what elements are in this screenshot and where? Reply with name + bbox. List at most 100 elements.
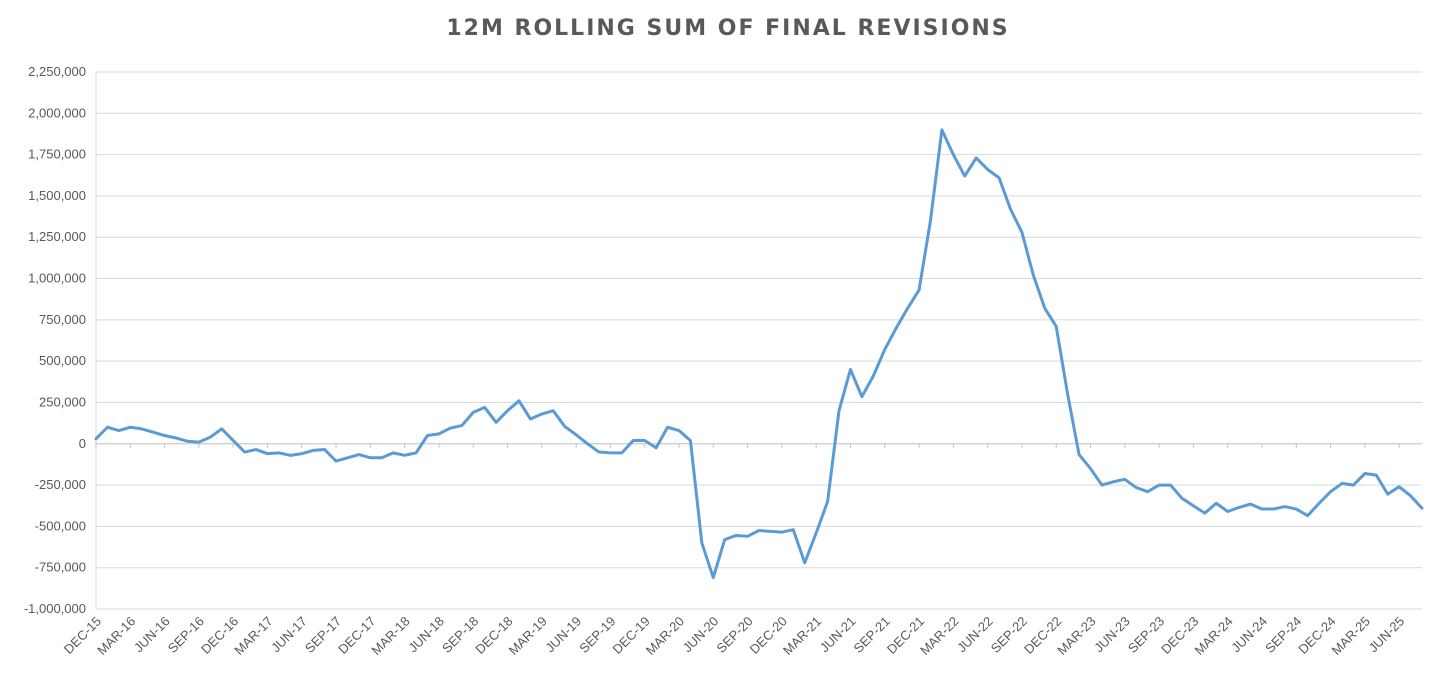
y-tick-label: 1,500,000 — [28, 188, 86, 203]
data-point — [198, 441, 200, 443]
data-point — [1032, 274, 1034, 276]
data-point — [1181, 497, 1183, 499]
data-point — [643, 439, 645, 441]
data-point — [1261, 508, 1263, 510]
data-point — [506, 410, 508, 412]
data-point — [678, 429, 680, 431]
data-point — [301, 452, 303, 454]
data-point — [1284, 505, 1286, 507]
data-point — [358, 453, 360, 455]
data-point — [1135, 486, 1137, 488]
data-point — [575, 433, 577, 435]
data-point — [689, 439, 691, 441]
data-point — [312, 449, 314, 451]
data-point — [632, 439, 634, 441]
data-point — [758, 529, 760, 531]
data-point — [186, 440, 188, 442]
data-point — [1158, 484, 1160, 486]
x-tick-label: MAR-19 — [506, 614, 550, 658]
data-point — [1124, 478, 1126, 480]
data-point — [266, 452, 268, 454]
data-point — [1238, 506, 1240, 508]
data-point — [1272, 508, 1274, 510]
data-point — [1249, 503, 1251, 505]
data-point — [1146, 490, 1148, 492]
data-point — [769, 530, 771, 532]
data-point — [461, 424, 463, 426]
data-point — [941, 129, 943, 131]
data-point — [975, 157, 977, 159]
data-point — [141, 428, 143, 430]
data-point — [918, 289, 920, 291]
data-point — [906, 307, 908, 309]
data-point — [323, 448, 325, 450]
data-point — [815, 532, 817, 534]
data-point — [1192, 505, 1194, 507]
data-point — [415, 452, 417, 454]
data-point — [929, 220, 931, 222]
x-tick-label: JUN-18 — [405, 614, 447, 656]
y-tick-label: 1,250,000 — [28, 229, 86, 244]
data-point — [106, 426, 108, 428]
data-point — [666, 426, 668, 428]
x-tick-label: JUN-24 — [1228, 614, 1270, 656]
data-point — [175, 437, 177, 439]
data-point — [1055, 325, 1057, 327]
data-point — [884, 348, 886, 350]
data-point — [598, 451, 600, 453]
x-tick-label: MAR-20 — [643, 614, 687, 658]
data-point — [586, 443, 588, 445]
data-point — [655, 447, 657, 449]
y-tick-label: 2,250,000 — [28, 64, 86, 79]
x-tick-label: JUN-19 — [542, 614, 584, 656]
data-point — [438, 433, 440, 435]
data-point — [518, 400, 520, 402]
data-point — [895, 327, 897, 329]
data-point — [952, 153, 954, 155]
data-point — [861, 395, 863, 397]
data-point — [735, 534, 737, 536]
data-point — [701, 542, 703, 544]
y-tick-label: 250,000 — [39, 394, 86, 409]
data-point — [129, 426, 131, 428]
y-tick-label: 2,000,000 — [28, 105, 86, 120]
data-point — [826, 500, 828, 502]
data-point — [1409, 495, 1411, 497]
data-point — [998, 177, 1000, 179]
data-point — [724, 538, 726, 540]
data-point — [209, 436, 211, 438]
data-point — [849, 368, 851, 370]
data-point — [529, 418, 531, 420]
data-point — [712, 576, 714, 578]
data-point — [1364, 472, 1366, 474]
data-point — [872, 375, 874, 377]
data-point — [243, 451, 245, 453]
data-point — [609, 452, 611, 454]
x-tick-label: JUN-17 — [268, 614, 310, 656]
x-tick-label: JUN-20 — [680, 614, 722, 656]
data-point — [1295, 508, 1297, 510]
data-point — [335, 460, 337, 462]
data-point — [1318, 502, 1320, 504]
data-point — [804, 562, 806, 564]
y-tick-label: -500,000 — [35, 518, 86, 533]
y-tick-label: -250,000 — [35, 477, 86, 492]
data-point — [1009, 208, 1011, 210]
data-point — [621, 452, 623, 454]
x-tick-label: MAR-22 — [917, 614, 961, 658]
x-axis: DEC-15MAR-16JUN-16SEP-16DEC-16MAR-17JUN-… — [61, 443, 1407, 658]
data-point — [563, 425, 565, 427]
data-point — [1021, 231, 1023, 233]
data-point — [1066, 393, 1068, 395]
data-point — [278, 452, 280, 454]
data-point — [746, 535, 748, 537]
y-tick-label: -1,000,000 — [24, 601, 86, 616]
x-tick-label: MAR-25 — [1329, 614, 1373, 658]
data-point — [369, 457, 371, 459]
data-point — [1112, 481, 1114, 483]
x-tick-label: MAR-21 — [780, 614, 824, 658]
x-tick-label: JUN-21 — [817, 614, 859, 656]
series-layer — [94, 128, 1424, 580]
data-point — [449, 427, 451, 429]
